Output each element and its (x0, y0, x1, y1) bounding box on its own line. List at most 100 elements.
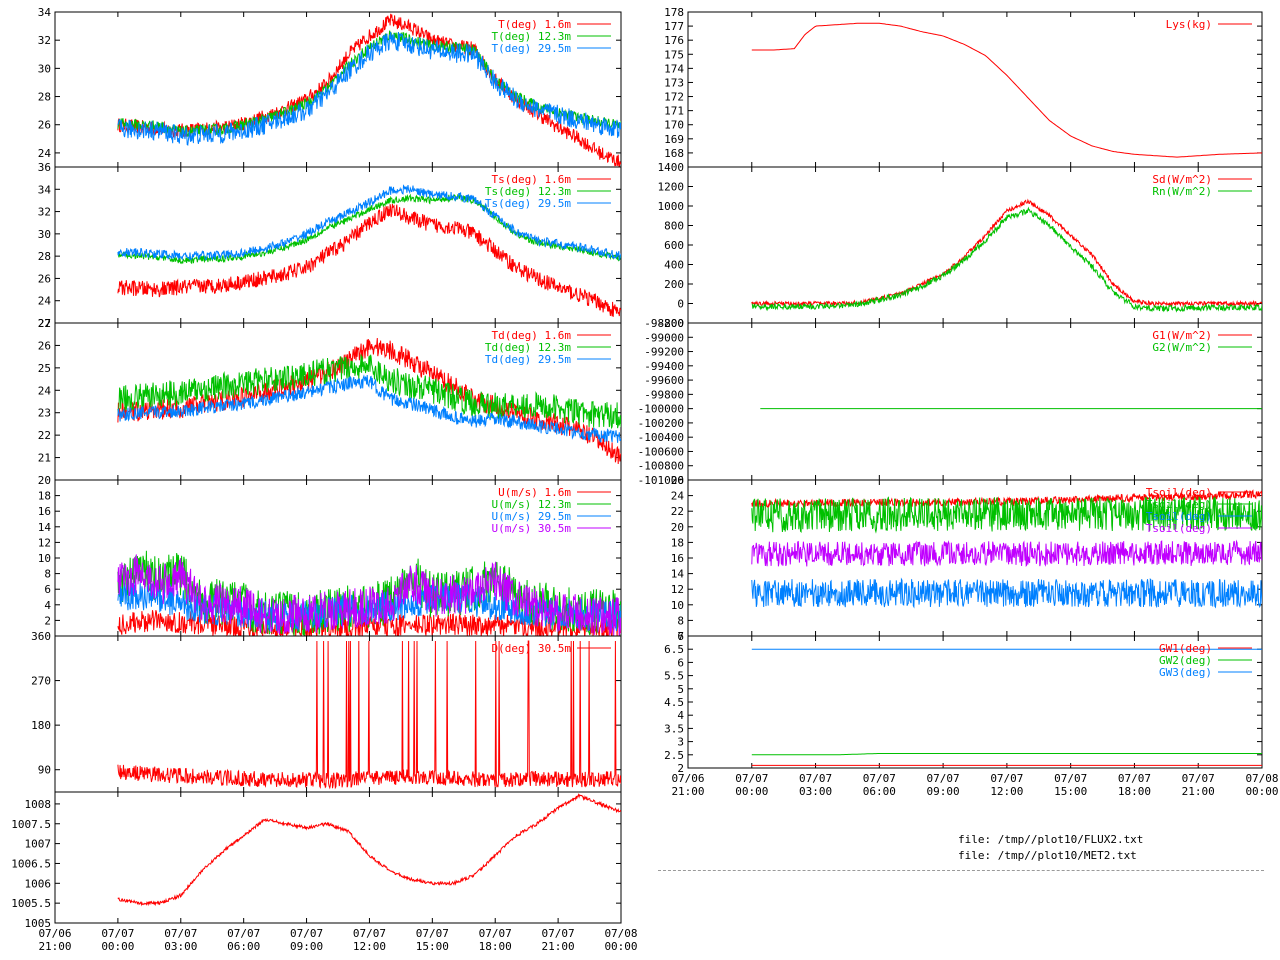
plot-frame (687, 11, 1263, 168)
y-tick-label: 12 (38, 536, 51, 549)
y-tick-label: 4.5 (664, 696, 684, 709)
x-tick-time: 12:00 (353, 940, 386, 953)
y-tick-label: 3.5 (664, 722, 684, 735)
y-tick-label: 270 (31, 675, 51, 688)
y-tick-label: 360 (31, 630, 51, 643)
legend-label: Rn(W/m^2) (1152, 185, 1212, 198)
x-tick-date: 07/07 (101, 927, 134, 940)
y-tick-label: 30 (38, 228, 51, 241)
legend-label: GW2(deg) (1159, 654, 1212, 667)
y-tick-label: 34 (38, 183, 52, 196)
y-tick-label: 24 (38, 384, 52, 397)
y-tick-label: 18 (671, 536, 684, 549)
y-tick-label: 1008 (25, 798, 52, 811)
x-tick-time: 21:00 (542, 940, 575, 953)
y-tick-label: 400 (664, 259, 684, 272)
y-tick-label: 22 (38, 317, 51, 330)
y-tick-label: 0 (677, 298, 684, 311)
x-tick-time: 15:00 (416, 940, 449, 953)
x-tick-time: 03:00 (799, 785, 832, 798)
panel-wind-direction: 90 180 270 360 D(deg) 30.5m (31, 630, 622, 793)
legend-label: Ts(deg) 1.6m (492, 173, 572, 186)
series-line (117, 793, 621, 907)
y-tick-label: 10 (38, 552, 51, 565)
legend-label: Tsoil(deg) (1146, 486, 1212, 499)
y-tick-label: 20 (38, 474, 51, 487)
y-tick-label: 26 (38, 272, 51, 285)
y-tick-label: 172 (664, 91, 684, 104)
x-tick-time: 06:00 (227, 940, 260, 953)
y-tick-label: 1006.5 (11, 857, 51, 870)
legend-label: Tsoil(deg) (1146, 522, 1212, 535)
y-tick-label: 1005 (25, 917, 52, 930)
y-tick-label: 177 (664, 20, 684, 33)
x-tick-time: 00:00 (735, 785, 768, 798)
panel-soil-temperature: 68101214161820222426Tsoil(deg)Tsoil(deg)… (671, 474, 1263, 643)
series-line (117, 354, 621, 430)
y-tick-label: 32 (38, 34, 51, 47)
legend-label: G2(W/m^2) (1152, 341, 1212, 354)
y-tick-label: 25 (38, 362, 51, 375)
panel-ground-heat: -101000-100800 -100600-100400-100200-1000… (638, 317, 1263, 487)
y-tick-label: 3 (677, 736, 684, 749)
series-line (751, 577, 1262, 609)
y-tick-label: 32 (38, 206, 51, 219)
y-tick-label: 26 (38, 119, 51, 132)
y-tick-label: 34 (38, 6, 52, 19)
x-tick-date: 07/07 (927, 772, 960, 785)
x-tick-time: 03:00 (164, 940, 197, 953)
y-tick-label: 26 (671, 474, 684, 487)
x-tick-date: 07/06 (38, 927, 71, 940)
x-tick-date: 07/08 (1245, 772, 1278, 785)
legend-label: Tsoil(deg) (1146, 498, 1212, 511)
legend-label: Ts(deg) 29.5m (485, 197, 571, 210)
y-tick-label: -100800 (638, 460, 684, 473)
series-line (117, 31, 621, 146)
y-tick-label: -99600 (644, 374, 684, 387)
y-tick-label: -99800 (644, 388, 684, 401)
y-tick-label: 4 (677, 709, 684, 722)
y-tick-label: 16 (671, 552, 684, 565)
y-tick-label: 90 (38, 764, 51, 777)
x-tick-date: 07/07 (290, 927, 323, 940)
x-tick-time: 21:00 (671, 785, 704, 798)
y-tick-label: 173 (664, 76, 684, 89)
y-tick-label: 16 (38, 505, 51, 518)
y-tick-label: 36 (38, 161, 51, 174)
y-tick-label: 4 (44, 599, 51, 612)
x-tick-time: 21:00 (1182, 785, 1215, 798)
y-tick-label: 2 (44, 614, 51, 627)
y-tick-label: 6 (44, 583, 51, 596)
legend-label: GW1(deg) (1159, 642, 1212, 655)
y-tick-label: 20 (671, 521, 684, 534)
series-line (117, 640, 621, 790)
y-tick-label: -100200 (638, 417, 684, 430)
series-line (751, 22, 1262, 158)
x-tick-time: 06:00 (863, 785, 896, 798)
file-label-flux: file: /tmp//plot10/FLUX2.txt (958, 833, 1144, 846)
y-tick-label: 5.5 (664, 670, 684, 683)
y-tick-label: 5 (677, 683, 684, 696)
y-tick-label: 22 (671, 505, 684, 518)
y-tick-label: 14 (671, 568, 685, 581)
x-tick-time: 09:00 (290, 940, 323, 953)
x-tick-date: 07/07 (1118, 772, 1151, 785)
legend-label: T(deg) 29.5m (492, 42, 572, 55)
legend-label: GW3(deg) (1159, 666, 1212, 679)
legend-label: Sd(W/m^2) (1152, 173, 1212, 186)
y-tick-label: 1007.5 (11, 818, 51, 831)
y-tick-label: 600 (664, 239, 684, 252)
y-tick-label: 24 (38, 147, 52, 160)
y-tick-label: 21 (38, 452, 51, 465)
y-tick-label: 169 (664, 133, 684, 146)
series-line (751, 496, 1262, 534)
y-tick-label: 10 (671, 599, 684, 612)
legend-label: D(deg) 30.5m (492, 642, 572, 655)
y-tick-label: 8 (677, 614, 684, 627)
y-tick-label: 28 (38, 250, 51, 263)
x-tick-date: 07/07 (1054, 772, 1087, 785)
legend-label: Lys(kg) (1166, 18, 1212, 31)
